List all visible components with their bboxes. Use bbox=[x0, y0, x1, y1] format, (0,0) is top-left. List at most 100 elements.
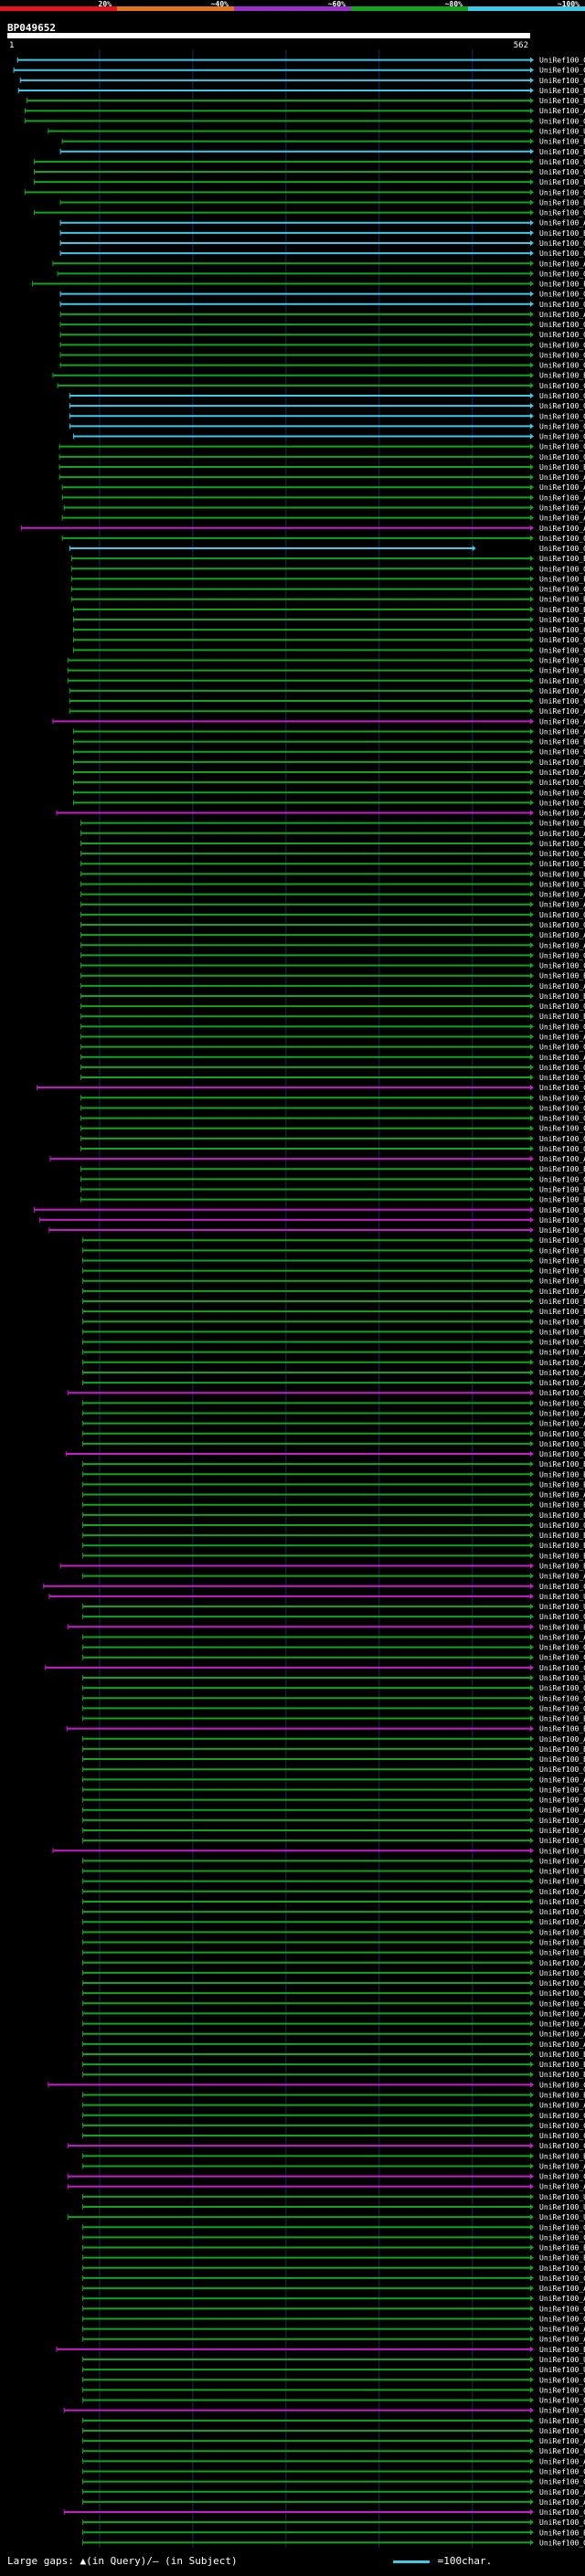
hit-label[interactable]: UniRef100_Q0J205 bbox=[539, 433, 585, 441]
hit-row[interactable]: UniRef100_A3IMH1 bbox=[82, 2295, 585, 2303]
hit-row[interactable]: UniRef100_UPI000... bbox=[80, 880, 585, 888]
hit-row[interactable]: UniRef100_C5BF68 bbox=[82, 2233, 585, 2242]
hit-row[interactable]: UniRef100_Q1PYG1 bbox=[63, 2407, 585, 2415]
hit-label[interactable]: UniRef100_C4DX21 bbox=[539, 2508, 585, 2517]
hit-row[interactable]: UniRef100_A5VCB0 bbox=[49, 1155, 585, 1163]
hit-label[interactable]: UniRef100_Q9QS52 bbox=[539, 1797, 585, 1805]
hit-label[interactable]: UniRef100_Q84L12 bbox=[539, 188, 585, 196]
hit-row[interactable]: UniRef100_B1LR43 bbox=[82, 1318, 585, 1326]
hit-row[interactable]: UniRef100_Q0J205 bbox=[72, 433, 585, 441]
hit-row[interactable]: UniRef100_C6V005 bbox=[82, 2132, 585, 2140]
hit-label[interactable]: UniRef100_Q6V5D1 bbox=[539, 341, 585, 349]
hit-row[interactable]: UniRef100_B2X6B7 bbox=[72, 738, 585, 747]
hit-row[interactable]: UniRef100_B6U8S9 bbox=[52, 372, 585, 380]
hit-label[interactable]: UniRef100_B4W1R0 bbox=[539, 2152, 585, 2160]
hit-row[interactable]: UniRef100_A3VYD0 bbox=[82, 1573, 585, 1581]
hit-label[interactable]: UniRef100_Q6V5E6 bbox=[539, 392, 585, 400]
hit-row[interactable]: UniRef100_A6EJK5 bbox=[82, 1817, 585, 1825]
hit-label[interactable]: UniRef100_Q5F7X4 bbox=[539, 1002, 585, 1011]
hit-row[interactable]: UniRef100_A9GA28 bbox=[82, 1959, 585, 1967]
hit-row[interactable]: UniRef100_Q55IH3 bbox=[80, 1094, 585, 1102]
hit-row[interactable]: UniRef100_B9HQA5 bbox=[61, 138, 585, 146]
hit-row[interactable]: UniRef100_B7UGN3 bbox=[82, 2071, 585, 2079]
hit-label[interactable]: UniRef100_Q6V5G7 bbox=[539, 301, 585, 309]
hit-label[interactable]: UniRef100_A7MV37 bbox=[539, 1633, 585, 1641]
hit-row[interactable]: UniRef100_C4DX21 bbox=[63, 2508, 585, 2517]
hit-row[interactable]: UniRef100_B2U4T8 bbox=[82, 1878, 585, 1886]
hit-row[interactable]: UniRef100_C3S0A6 bbox=[82, 1999, 585, 2008]
hit-label[interactable]: UniRef100_A9MEZ2 bbox=[539, 982, 585, 991]
hit-label[interactable]: UniRef100_B6I2H5 bbox=[539, 1715, 585, 1723]
hit-label[interactable]: UniRef100_Q4BWJ3 bbox=[539, 2397, 585, 2405]
hit-row[interactable]: UniRef100_B1D4K3 bbox=[80, 1165, 585, 1173]
hit-label[interactable]: UniRef100_B4AP77 bbox=[539, 1186, 585, 1194]
hit-label[interactable]: UniRef100_B4YT61 bbox=[539, 1868, 585, 1876]
hit-label[interactable]: UniRef100_C3NGJ9 bbox=[539, 1125, 585, 1133]
hit-label[interactable]: UniRef100_UPI000... bbox=[539, 1593, 585, 1601]
hit-label[interactable]: UniRef100_C3F279 bbox=[539, 1969, 585, 1977]
hit-row[interactable]: UniRef100_A6YS66 bbox=[80, 830, 585, 838]
hit-label[interactable]: UniRef100_C4DM52 bbox=[539, 1216, 585, 1224]
hit-label[interactable]: UniRef100_A9TSW4 bbox=[539, 514, 585, 523]
hit-label[interactable]: UniRef100_B2U4T8 bbox=[539, 1878, 585, 1886]
hit-label[interactable]: UniRef100_A2ZAH6 bbox=[539, 473, 585, 482]
hit-label[interactable]: UniRef100_B7K755 bbox=[539, 1460, 585, 1468]
hit-label[interactable]: UniRef100_B5FID1 bbox=[539, 1256, 585, 1265]
hit-row[interactable]: UniRef100_C7D5E2 bbox=[45, 1664, 585, 1672]
hit-row[interactable]: UniRef100_UPI000... bbox=[48, 128, 585, 136]
hit-row[interactable]: UniRef100_B5G4W4 bbox=[82, 2051, 585, 2059]
hit-label[interactable]: UniRef100_Q57GR3 bbox=[539, 1521, 585, 1530]
hit-label[interactable]: UniRef100_UPI000... bbox=[539, 128, 585, 136]
hit-row[interactable]: UniRef100_C4RPW3 bbox=[80, 840, 585, 848]
hit-label[interactable]: UniRef100_C4E4Q5 bbox=[539, 850, 585, 858]
hit-label[interactable]: UniRef100_B1LR43 bbox=[539, 1318, 585, 1326]
hit-row[interactable]: UniRef100_B5LHW1 bbox=[59, 1563, 585, 1571]
hit-label[interactable]: UniRef100_B7FJB1 bbox=[539, 87, 585, 95]
hit-label[interactable]: UniRef100_C3SFM5 bbox=[539, 1989, 585, 1998]
hit-label[interactable]: UniRef100_C6T389 bbox=[539, 657, 585, 665]
hit-label[interactable]: UniRef100_B7LMP0 bbox=[539, 1308, 585, 1316]
hit-row[interactable]: UniRef100_C5YNB0 bbox=[72, 626, 585, 634]
hit-label[interactable]: UniRef100_A7MPS6 bbox=[539, 1409, 585, 1417]
hit-row[interactable]: UniRef100_A7P8U0 bbox=[59, 219, 585, 228]
hit-label[interactable]: UniRef100_A6V3D0 bbox=[539, 2041, 585, 2049]
hit-row[interactable]: UniRef100_Q7XXH9 bbox=[61, 535, 585, 543]
hit-row[interactable]: UniRef100_Q6V5D1 bbox=[59, 341, 585, 349]
hit-row[interactable]: UniRef100_Q6QPJ4 bbox=[24, 117, 585, 125]
hit-label[interactable]: UniRef100_C4SL48 bbox=[539, 2518, 585, 2527]
hit-label[interactable]: UniRef100_B5RK32 bbox=[539, 1501, 585, 1510]
hit-row[interactable]: UniRef100_Q0DKH4 bbox=[80, 1064, 585, 1072]
hit-label[interactable]: UniRef100_B3GF30 bbox=[539, 1623, 585, 1631]
hit-label[interactable]: UniRef100_Q6V5E5 bbox=[539, 270, 585, 278]
hit-label[interactable]: UniRef100_Q6V5D2 bbox=[539, 422, 585, 430]
hit-label[interactable]: UniRef100_A4B8I6 bbox=[539, 1735, 585, 1744]
hit-label[interactable]: UniRef100_Q94KT2 bbox=[539, 158, 585, 166]
hit-row[interactable]: UniRef100_B4YT61 bbox=[82, 1868, 585, 1876]
hit-row[interactable]: UniRef100_A3V7E2 bbox=[82, 2020, 585, 2029]
hit-row[interactable]: UniRef100_A9RZS4 bbox=[20, 525, 585, 533]
hit-row[interactable]: UniRef100_Q32TF9 bbox=[82, 1267, 585, 1276]
hit-row[interactable]: UniRef100_Q6V5E6 bbox=[69, 392, 585, 400]
hit-label[interactable]: UniRef100_B6I2D2 bbox=[539, 1328, 585, 1336]
hit-row[interactable]: UniRef100_C4SL48 bbox=[82, 2518, 585, 2527]
hit-row[interactable]: UniRef100_B4T3H1 bbox=[82, 1298, 585, 1306]
hit-label[interactable]: UniRef100_B6TNT5 bbox=[539, 606, 585, 614]
hit-row[interactable]: UniRef100_A7MYZ7 bbox=[82, 1857, 585, 1865]
hit-label[interactable]: UniRef100_A3CUG3 bbox=[539, 769, 585, 777]
hit-label[interactable]: UniRef100_B9HNN1 bbox=[539, 198, 585, 207]
hit-row[interactable]: UniRef100_A4W8V5 bbox=[82, 1420, 585, 1428]
hit-row[interactable]: UniRef100_UPI000... bbox=[82, 2366, 585, 2374]
hit-row[interactable]: UniRef100_A1SFB2 bbox=[82, 2498, 585, 2507]
hit-row[interactable]: UniRef100_UPI000... bbox=[82, 1440, 585, 1448]
hit-label[interactable]: UniRef100_Q5K277 bbox=[539, 1175, 585, 1183]
hit-label[interactable]: UniRef100_B5Z3H5 bbox=[539, 2061, 585, 2069]
hit-row[interactable]: UniRef100_Q8PUD6 bbox=[82, 1399, 585, 1407]
hit-row[interactable]: UniRef100_Q8TQV6 bbox=[80, 911, 585, 919]
hit-label[interactable]: UniRef100_Q2JG47 bbox=[539, 1145, 585, 1153]
hit-row[interactable]: UniRef100_Q7XUP6 bbox=[72, 646, 585, 654]
hit-label[interactable]: UniRef100_Q7MYW1 bbox=[539, 1908, 585, 1916]
hit-row[interactable]: UniRef100_B1WT87 bbox=[82, 1949, 585, 1957]
hit-row[interactable]: UniRef100_Q5F7X4 bbox=[80, 1002, 585, 1011]
hit-row[interactable]: UniRef100_C7BPU9 bbox=[82, 1654, 585, 1662]
hit-label[interactable]: UniRef100_C6TLL9 bbox=[539, 77, 585, 85]
